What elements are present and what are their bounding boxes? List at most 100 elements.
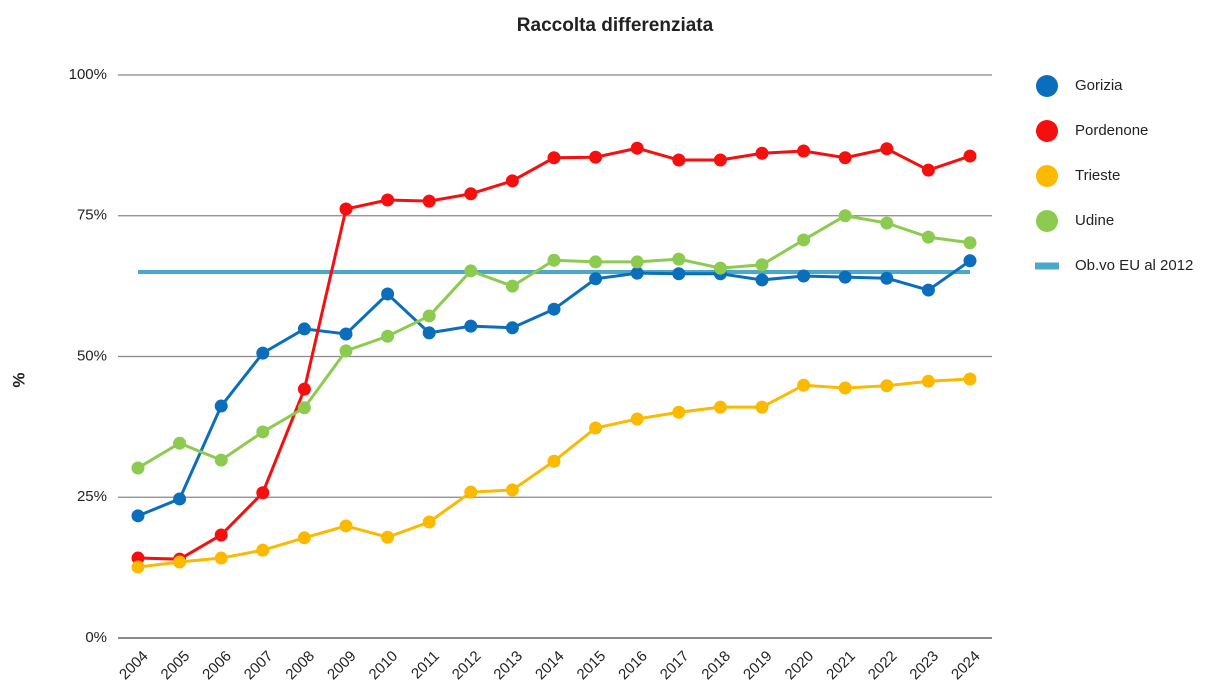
point <box>131 461 145 475</box>
point <box>214 528 228 542</box>
point <box>755 258 769 272</box>
point <box>755 273 769 287</box>
point <box>131 560 145 574</box>
x-tick-label: 2007 <box>241 648 277 684</box>
point <box>589 255 603 269</box>
point <box>547 253 561 267</box>
y-tick-label: 100% <box>69 66 107 83</box>
x-tick-label: 2011 <box>408 648 443 683</box>
point <box>755 146 769 160</box>
y-axis-label: % <box>9 372 28 387</box>
legend-label: Ob.vo EU al 2012 <box>1075 257 1193 274</box>
point <box>672 153 686 167</box>
point <box>838 209 852 223</box>
point <box>381 530 395 544</box>
point <box>589 272 603 286</box>
point <box>505 279 519 293</box>
series-line <box>137 377 971 569</box>
point <box>547 151 561 165</box>
point <box>339 202 353 216</box>
y-tick-label: 75% <box>77 207 107 224</box>
x-tick-label: 2022 <box>865 648 901 684</box>
chart-title: Raccolta differenziata <box>517 15 714 36</box>
x-tick-label: 2015 <box>574 648 610 684</box>
point <box>464 187 478 201</box>
point <box>921 283 935 297</box>
point <box>589 150 603 164</box>
point <box>880 379 894 393</box>
point <box>880 216 894 230</box>
point <box>214 551 228 565</box>
x-tick-label: 2009 <box>324 648 360 684</box>
point <box>214 399 228 413</box>
x-tick-label: 2013 <box>490 648 526 684</box>
point <box>173 555 187 569</box>
point <box>921 374 935 388</box>
point <box>381 193 395 207</box>
point <box>672 252 686 266</box>
point <box>214 453 228 467</box>
point <box>589 421 603 435</box>
point <box>963 236 977 250</box>
point <box>672 405 686 419</box>
point <box>256 543 270 557</box>
x-tick-label: 2024 <box>948 648 984 684</box>
legend-label: Pordenone <box>1075 122 1148 139</box>
point <box>838 270 852 284</box>
point <box>422 326 436 340</box>
point <box>630 255 644 269</box>
point <box>131 551 145 565</box>
legend-label: Udine <box>1075 212 1114 229</box>
x-tick-label: 2021 <box>823 648 859 684</box>
legend-marker <box>1036 120 1058 142</box>
point <box>464 319 478 333</box>
point <box>173 492 187 506</box>
point <box>921 163 935 177</box>
point <box>921 230 935 244</box>
x-tick-label: 2008 <box>282 648 318 684</box>
point <box>505 174 519 188</box>
legend-label: Gorizia <box>1075 77 1123 94</box>
point <box>339 344 353 358</box>
legend-label: Trieste <box>1075 167 1120 184</box>
x-tick-label: 2014 <box>532 648 568 684</box>
point <box>547 302 561 316</box>
y-tick-label: 0% <box>85 629 107 646</box>
point <box>630 412 644 426</box>
point <box>339 327 353 341</box>
legend-marker <box>1036 210 1058 232</box>
point <box>505 483 519 497</box>
point <box>339 519 353 533</box>
point <box>880 271 894 285</box>
x-tick-label: 2020 <box>782 648 818 684</box>
y-tick-label: 50% <box>77 347 107 364</box>
point <box>713 400 727 414</box>
point <box>464 485 478 499</box>
x-tick-label: 2018 <box>698 648 734 684</box>
point <box>422 194 436 208</box>
x-tick-label: 2004 <box>116 648 152 684</box>
point <box>880 142 894 156</box>
point <box>797 269 811 283</box>
x-tick-label: 2010 <box>366 648 402 684</box>
x-tick-label: 2016 <box>615 648 651 684</box>
legend-marker <box>1036 165 1058 187</box>
legend-marker <box>1035 262 1059 270</box>
x-tick-label: 2019 <box>740 648 776 684</box>
point <box>464 264 478 278</box>
point <box>256 425 270 439</box>
point <box>797 233 811 247</box>
point <box>672 267 686 281</box>
point <box>297 401 311 415</box>
point <box>256 346 270 360</box>
point <box>381 287 395 301</box>
x-tick-label: 2017 <box>657 648 693 684</box>
legend-marker <box>1036 75 1058 97</box>
point <box>797 378 811 392</box>
point <box>256 486 270 500</box>
point <box>297 382 311 396</box>
y-tick-label: 25% <box>77 488 107 505</box>
point <box>381 329 395 343</box>
point <box>963 254 977 268</box>
